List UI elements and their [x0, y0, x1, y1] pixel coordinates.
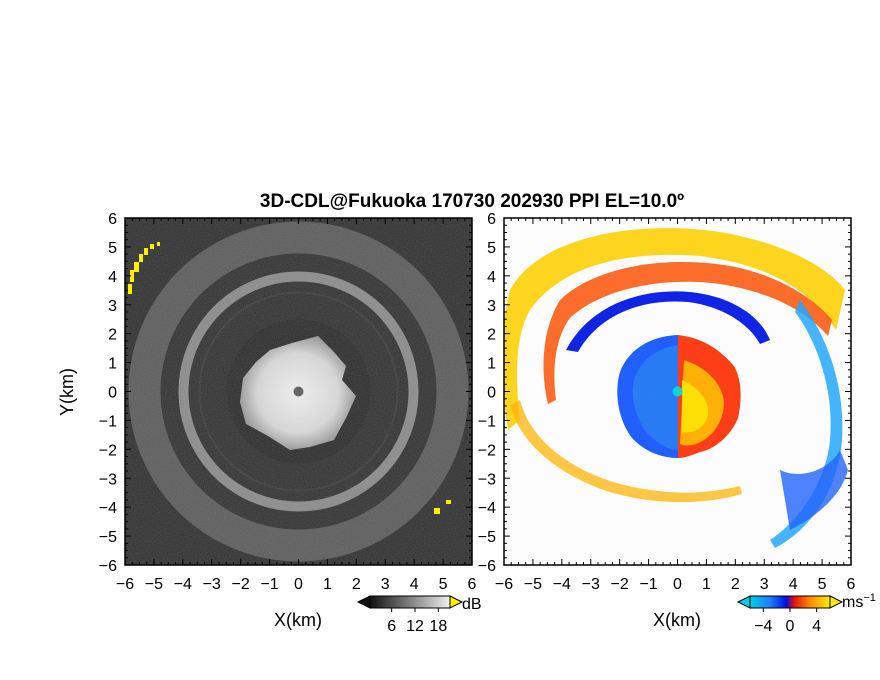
velocity-colorbar-ticks: −4 0 4: [754, 608, 821, 635]
reflectivity-y-tick-label: −6: [99, 558, 117, 575]
figure-title: 3D-CDL@Fukuoka 170730 202930 PPI EL=10.0…: [260, 191, 684, 212]
velocity-colorbar-tick-label: −4: [754, 618, 772, 635]
velocity-x-tick-label: −6: [495, 576, 513, 593]
reflectivity-image: [125, 218, 472, 565]
velocity-x-tick-label: 2: [731, 576, 740, 593]
reflectivity-x-tick-label: 6: [468, 576, 477, 593]
velocity-colorbar-unit: ms−1: [842, 592, 876, 611]
velocity-y-tick-label: −4: [478, 500, 496, 517]
velocity-y-tick-label: −3: [478, 471, 496, 488]
saturated-patch-nw: [128, 242, 160, 294]
velocity-x-tick-label: −4: [553, 576, 571, 593]
velocity-x-tick-label: 4: [789, 576, 798, 593]
reflectivity-panel: −6 −5 −4 −3 −2 −1 0 1 2 3 4 5 6 −6 −5 −4 −3 −2 −1 0 1 2 3 4 5 6 X…: [57, 211, 477, 630]
velocity-colorbar-unit-base: ms: [842, 594, 863, 611]
reflectivity-colorbar-ticks: 6 12 18: [387, 608, 447, 635]
radar-site-marker-left: [293, 386, 304, 397]
reflectivity-colorbar: 6 12 18 dB: [356, 595, 482, 635]
reflectivity-x-tick-label: 4: [410, 576, 419, 593]
velocity-axis-ticks: −6 −5 −4 −3 −2 −1 0 1 2 3 4 5 6 −6 −5 −4 −3 −2 −1 0 1 2 3 4 5 6: [478, 211, 856, 593]
left-panel-ylabel: Y(km): [57, 368, 77, 416]
velocity-colorbar: −4 0 4 ms−1: [736, 592, 876, 635]
velocity-y-tick-label: 1: [487, 356, 496, 373]
reflectivity-y-tick-label: −1: [99, 413, 117, 430]
velocity-y-tick-label: −6: [478, 558, 496, 575]
reflectivity-x-tick-label: −6: [116, 576, 134, 593]
reflectivity-y-tick-label: 1: [108, 356, 117, 373]
velocity-panel: −6 −5 −4 −3 −2 −1 0 1 2 3 4 5 6 −6 −5 −4 −3 −2 −1 0 1 2 3 4 5 6 X…: [478, 211, 856, 630]
reflectivity-x-tick-label: −3: [203, 576, 221, 593]
velocity-x-tick-label: −2: [611, 576, 629, 593]
reflectivity-y-tick-label: −3: [99, 471, 117, 488]
reflectivity-colorbar-tick-label: 6: [387, 618, 396, 635]
reflectivity-x-tick-label: 3: [381, 576, 390, 593]
reflectivity-axis-ticks: −6 −5 −4 −3 −2 −1 0 1 2 3 4 5 6 −6 −5 −4 −3 −2 −1 0 1 2 3 4 5 6: [99, 211, 477, 593]
reflectivity-y-tick-label: 4: [108, 269, 117, 286]
reflectivity-x-tick-label: −5: [145, 576, 163, 593]
left-panel-xlabel: X(km): [274, 610, 322, 630]
velocity-x-tick-label: 5: [818, 576, 827, 593]
right-panel-xlabel: X(km): [653, 610, 701, 630]
velocity-colorbar-unit-exponent: −1: [863, 592, 876, 604]
velocity-y-tick-label: 2: [487, 327, 496, 344]
velocity-x-tick-label: 0: [673, 576, 682, 593]
velocity-colorbar-tick-label: 4: [812, 618, 821, 635]
saturated-patch-se: [434, 500, 451, 514]
velocity-x-tick-label: 6: [847, 576, 856, 593]
reflectivity-colorbar-tick-label: 12: [406, 618, 424, 635]
velocity-x-tick-label: 3: [760, 576, 769, 593]
reflectivity-y-tick-label: −4: [99, 500, 117, 517]
reflectivity-y-tick-label: 0: [108, 385, 117, 402]
velocity-x-tick-label: −5: [524, 576, 542, 593]
reflectivity-y-tick-label: 6: [108, 211, 117, 228]
reflectivity-x-tick-label: −1: [260, 576, 278, 593]
velocity-y-tick-label: −5: [478, 529, 496, 546]
reflectivity-x-tick-label: −4: [174, 576, 192, 593]
velocity-image: [504, 218, 851, 565]
velocity-y-tick-label: 3: [487, 298, 496, 315]
velocity-x-tick-label: −3: [582, 576, 600, 593]
velocity-y-tick-label: −2: [478, 442, 496, 459]
reflectivity-x-tick-label: 2: [352, 576, 361, 593]
reflectivity-y-tick-label: 3: [108, 298, 117, 315]
reflectivity-x-tick-label: 1: [323, 576, 332, 593]
reflectivity-x-tick-label: −2: [232, 576, 250, 593]
reflectivity-colorbar-tick-label: 18: [429, 618, 447, 635]
velocity-colorbar-tick-label: 0: [786, 618, 795, 635]
reflectivity-y-tick-label: −2: [99, 442, 117, 459]
reflectivity-colorbar-unit: dB: [462, 596, 482, 613]
velocity-y-tick-label: 0: [487, 385, 496, 402]
velocity-y-tick-label: 4: [487, 269, 496, 286]
reflectivity-y-tick-label: 2: [108, 327, 117, 344]
velocity-x-tick-label: 1: [702, 576, 711, 593]
reflectivity-x-tick-label: 0: [294, 576, 303, 593]
velocity-y-tick-label: 6: [487, 211, 496, 228]
velocity-y-tick-label: −1: [478, 413, 496, 430]
reflectivity-y-tick-label: −5: [99, 529, 117, 546]
reflectivity-y-tick-label: 5: [108, 240, 117, 257]
velocity-x-tick-label: −1: [639, 576, 657, 593]
velocity-y-tick-label: 5: [487, 240, 496, 257]
reflectivity-x-tick-label: 5: [439, 576, 448, 593]
